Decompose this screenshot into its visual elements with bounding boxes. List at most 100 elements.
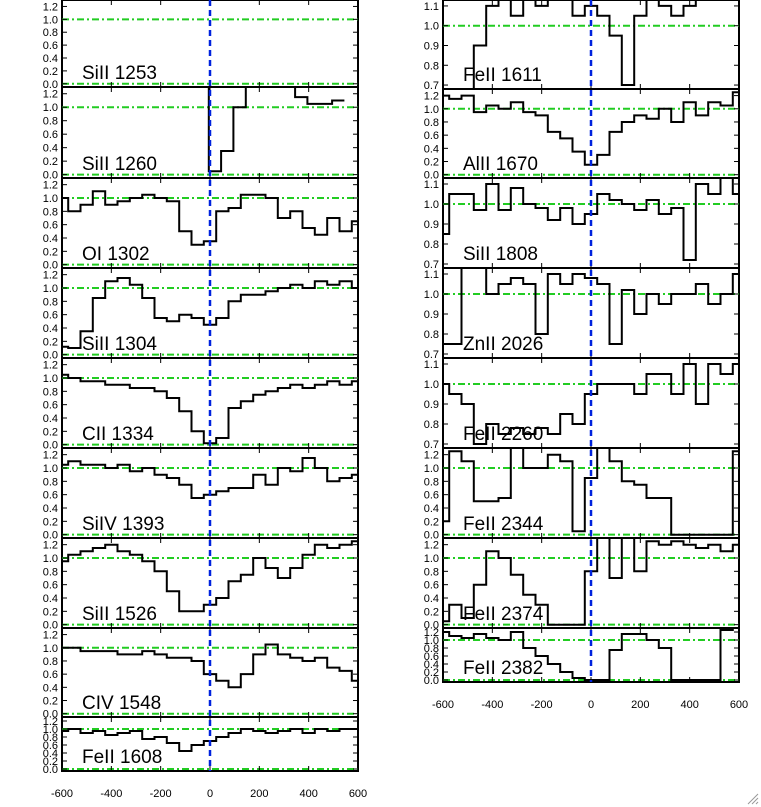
flux-profile-line — [443, 178, 739, 261]
y-tick-label: 1.2 — [43, 270, 58, 282]
y-tick-label: 0.2 — [43, 336, 58, 348]
y-tick-label: 0.8 — [43, 476, 58, 488]
y-tick-label: 0.2 — [43, 66, 58, 78]
y-tick-label: 0.2 — [43, 156, 58, 168]
flux-profile-line — [443, 448, 739, 536]
ion-label: FeII 2374 — [463, 604, 544, 625]
ion-label: OI 1302 — [82, 244, 150, 265]
y-tick-label: 0.8 — [43, 116, 58, 128]
x-tick-label: 0 — [588, 699, 594, 711]
y-tick-label: 0.4 — [43, 503, 58, 515]
y-tick-label: 1.2 — [424, 627, 439, 639]
y-tick-label: 0.8 — [424, 643, 439, 655]
spectrum-panel: 0.00.20.40.60.81.01.2 FeII 2382 — [424, 627, 740, 687]
x-tick-label: 600 — [349, 788, 367, 800]
y-tick-label: 0.7 — [424, 439, 439, 451]
y-tick-label: 1.2 — [43, 180, 58, 192]
y-tick-label: 0.4 — [43, 323, 58, 335]
spectrum-panel: 0.0 0.20.4 0.60.8 1.01.2 SiII 1260 — [43, 86, 359, 182]
y-tick-label: 1.0 — [43, 193, 58, 205]
y-tick-label: 0.2 — [43, 426, 58, 438]
x-tick-label: 400 — [299, 788, 317, 800]
spectrum-panel: 0.00.2 0.40.60.81.01.2 CIV 1548 — [43, 627, 359, 721]
y-tick-label: 0.2 — [43, 756, 58, 768]
y-tick-label: 0.6 — [424, 651, 439, 663]
y-tick-label: 0.2 — [424, 606, 439, 618]
y-tick-label: 0.6 — [43, 40, 58, 52]
y-tick-label: 1.0 — [424, 104, 439, 116]
y-tick-label: 0.8 — [424, 419, 439, 431]
y-tick-label: 0.2 — [43, 246, 58, 258]
y-tick-label: 1.0 — [43, 283, 58, 295]
y-tick-label: 1.2 — [424, 450, 439, 462]
y-tick-label: 1.0 — [424, 553, 439, 565]
y-tick-label: 1.2 — [43, 630, 58, 642]
x-tick-label: 200 — [631, 699, 649, 711]
y-tick-label: 0.8 — [43, 386, 58, 398]
y-tick-label: 0.7 — [424, 259, 439, 271]
y-tick-label: 0.8 — [43, 296, 58, 308]
y-tick-label: 0.2 — [424, 516, 439, 528]
spectrum-panel: 0.7 0.8 0.9 1.0 1.1 SiII 1808 — [424, 177, 740, 271]
ion-label: FeII 2260 — [463, 424, 543, 445]
ion-label: CII 1334 — [82, 424, 154, 445]
y-tick-label: 0.0 — [424, 620, 439, 632]
y-tick-label: 0.4 — [424, 593, 439, 605]
y-tick-label: 1.0 — [43, 724, 58, 736]
y-tick-label: 1.2 — [43, 1, 58, 13]
y-tick-label: 0.6 — [43, 580, 58, 592]
y-tick-label: 1.0 — [424, 379, 439, 391]
y-tick-label: 1.2 — [424, 540, 439, 552]
y-tick-label: 0.6 — [424, 130, 439, 142]
flux-profile-line — [62, 373, 358, 445]
ion-label: FeII 2344 — [463, 514, 544, 535]
y-tick-label: 0.0 — [43, 260, 58, 272]
y-tick-label: 0.8 — [43, 206, 58, 218]
x-tick-label: 0 — [207, 788, 213, 800]
y-tick-label: 0.2 — [43, 516, 58, 528]
y-tick-label: 0.4 — [43, 413, 58, 425]
ion-label: ZnII 2026 — [463, 334, 543, 355]
y-tick-label: 0.0 — [43, 764, 58, 776]
y-tick-label: 0.4 — [43, 53, 58, 65]
spectrum-panel: 0.7 0.8 0.9 1.0 1.1 FeII 1611 — [424, 0, 740, 92]
spectrum-panel: 0.0 0.20.40.6 0.81.01.2 CII 1334 — [43, 357, 359, 452]
y-tick-label: 1.0 — [424, 463, 439, 475]
y-tick-label: 0.8 — [424, 476, 439, 488]
y-tick-label: 0.2 — [424, 157, 439, 169]
y-tick-label: 1.0 — [43, 14, 58, 26]
y-tick-label: 0.6 — [43, 220, 58, 232]
y-tick-label: 0.0 — [43, 620, 58, 632]
y-tick-label: 1.0 — [43, 643, 58, 655]
x-tick-label: 200 — [250, 788, 268, 800]
y-tick-label: 0.0 — [424, 675, 439, 687]
y-tick-label: 0.8 — [424, 566, 439, 578]
flux-profile-line — [62, 540, 358, 613]
x-tick-label: -600 — [432, 699, 454, 711]
ion-label: SiII 1526 — [82, 604, 157, 625]
y-tick-label: 0.6 — [424, 490, 439, 502]
y-tick-label: 0.6 — [43, 490, 58, 502]
y-tick-label: 0.4 — [43, 682, 58, 694]
flux-profile-line — [443, 538, 739, 626]
spectrum-panel: 0.0 0.20.40.6 0.81.01.2 OI 1302 — [43, 177, 359, 272]
y-tick-label: 1.2 — [43, 450, 58, 462]
y-tick-label: 0.4 — [424, 503, 439, 515]
spectrum-panel: 0.0 0.20.40.6 0.81.01.2 FeII 2374 — [424, 537, 740, 632]
flux-profile-line — [443, 268, 739, 345]
y-tick-label: 0.8 — [424, 239, 439, 251]
ion-label: SiII 1808 — [463, 244, 538, 265]
y-tick-label: 0.6 — [43, 400, 58, 412]
y-tick-label: 0.0 — [424, 530, 439, 542]
y-tick-label: 0.9 — [424, 219, 439, 231]
y-tick-label: 0.9 — [424, 40, 439, 52]
y-tick-label: 0.2 — [424, 667, 439, 679]
x-tick-label: -400 — [100, 788, 122, 800]
y-tick-label: 0.6 — [43, 129, 58, 141]
y-tick-label: 0.0 — [43, 530, 58, 542]
y-tick-label: 0.8 — [43, 656, 58, 668]
x-tick-label: -200 — [531, 699, 553, 711]
